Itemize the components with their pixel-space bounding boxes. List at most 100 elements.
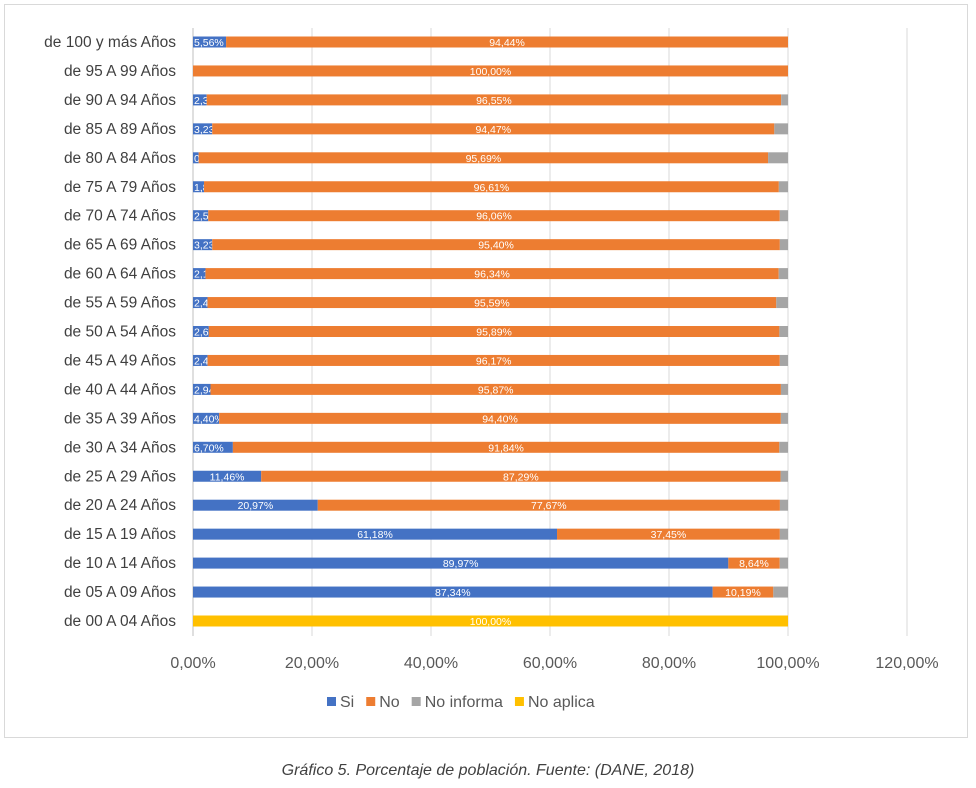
bar-no (212, 123, 775, 135)
bar-no-informa (778, 181, 788, 193)
data-label: 94,40% (482, 413, 518, 425)
data-label: 100,00% (470, 616, 511, 628)
x-tick-label: 120,00% (875, 655, 938, 672)
bar-no-informa (779, 354, 788, 366)
y-tick-label: de 05 A 09 Años (64, 584, 176, 601)
bar-no-informa (779, 441, 788, 453)
data-label: 6,70% (194, 442, 224, 454)
y-tick-label: de 10 A 14 Años (64, 555, 176, 572)
bar-no (212, 239, 780, 251)
data-label: 77,67% (531, 500, 567, 512)
x-tick-label: 0,00% (170, 655, 215, 672)
bar-si (193, 412, 220, 424)
bar-no-informa (773, 586, 788, 598)
bar-no (198, 152, 769, 164)
data-label: 96,55% (476, 95, 512, 107)
data-label: 20,97% (238, 500, 274, 512)
figure-caption: Gráfico 5. Porcentaje de población. Fuen… (281, 762, 695, 779)
data-label: 4,40% (194, 413, 224, 425)
bar-no (728, 557, 780, 569)
data-label: 95,89% (476, 327, 512, 339)
legend-label: No informa (425, 694, 503, 711)
bar-no (210, 383, 781, 395)
data-label: 37,45% (651, 529, 687, 541)
bar-no (219, 412, 781, 424)
legend-label: Si (340, 694, 354, 711)
x-tick-label: 20,00% (285, 655, 339, 672)
chart-frame (4, 4, 968, 738)
y-tick-label: de 40 A 44 Años (64, 381, 176, 398)
bar-no-aplica (193, 615, 788, 627)
y-tick-label: de 70 A 74 Años (64, 208, 176, 225)
y-tick-label: de 00 A 04 Años (64, 613, 176, 630)
bar-si (193, 297, 208, 309)
y-tick-label: de 35 A 39 Años (64, 410, 176, 427)
bar-si (193, 268, 206, 280)
bar-no-informa (779, 210, 788, 222)
y-tick-label: de 60 A 64 Años (64, 266, 176, 283)
data-label: 94,44% (489, 37, 525, 49)
bar-no-informa (781, 94, 788, 106)
x-tick-label: 100,00% (756, 655, 819, 672)
y-tick-label: de 45 A 49 Años (64, 352, 176, 369)
x-tick-label: 80,00% (642, 655, 696, 672)
data-label: 100,00% (470, 66, 511, 78)
bar-si (193, 528, 558, 540)
bar-si (193, 181, 205, 193)
data-label: 10,19% (725, 587, 761, 599)
bar-no (557, 528, 780, 540)
bar-si (193, 383, 211, 395)
data-label: 94,47% (475, 124, 511, 136)
y-tick-label: de 75 A 79 Años (64, 179, 176, 196)
bar-no-informa (779, 239, 788, 251)
bar-si (193, 239, 213, 251)
y-tick-label: de 65 A 69 Años (64, 237, 176, 254)
bar-si (193, 354, 208, 366)
bar-no (208, 326, 780, 337)
bar-si (193, 94, 207, 106)
bar-no-informa (774, 123, 788, 135)
bar-si (193, 326, 209, 337)
bar-no (205, 268, 779, 280)
data-label: 95,87% (478, 384, 514, 396)
bar-no (207, 354, 780, 366)
data-label: 8,64% (739, 558, 769, 570)
bar-no (204, 181, 779, 193)
x-tick-label: 40,00% (404, 655, 458, 672)
data-label: 11,46% (210, 471, 245, 483)
data-label: 96,17% (476, 355, 512, 367)
data-label: 96,34% (474, 269, 510, 281)
bar-si (193, 152, 199, 164)
bar-no (193, 65, 788, 77)
bar-no-informa (778, 268, 788, 280)
y-tick-label: de 90 A 94 Años (64, 92, 176, 109)
bar-no (232, 441, 780, 453)
y-tick-label: de 85 A 89 Años (64, 121, 176, 138)
y-tick-label: de 25 A 29 Años (64, 468, 176, 485)
data-label: 61,18% (357, 529, 393, 541)
y-tick-label: de 55 A 59 Años (64, 295, 176, 312)
bar-no-informa (768, 152, 788, 164)
data-label: 96,06% (476, 211, 512, 223)
legend-swatch (366, 697, 376, 706)
bar-no (206, 94, 782, 106)
bar-no-informa (780, 412, 788, 424)
x-tick-label: 60,00% (523, 655, 577, 672)
data-label: 95,40% (478, 240, 514, 252)
bar-no (208, 210, 780, 222)
legend-swatch (514, 697, 524, 706)
bar-no-informa (780, 470, 788, 482)
bar-no (226, 36, 788, 48)
bar-si (193, 210, 209, 222)
y-tick-label: de 80 A 84 Años (64, 150, 176, 167)
bar-no-informa (779, 557, 788, 569)
bar-no (261, 470, 781, 482)
bar-no-informa (779, 528, 788, 540)
bar-si (193, 441, 233, 453)
y-tick-label: de 30 A 34 Años (64, 439, 176, 456)
y-tick-label: de 100 y más Años (44, 34, 176, 51)
data-label: 87,34% (435, 587, 471, 599)
bar-no (207, 297, 777, 309)
legend-label: No aplica (528, 694, 595, 711)
